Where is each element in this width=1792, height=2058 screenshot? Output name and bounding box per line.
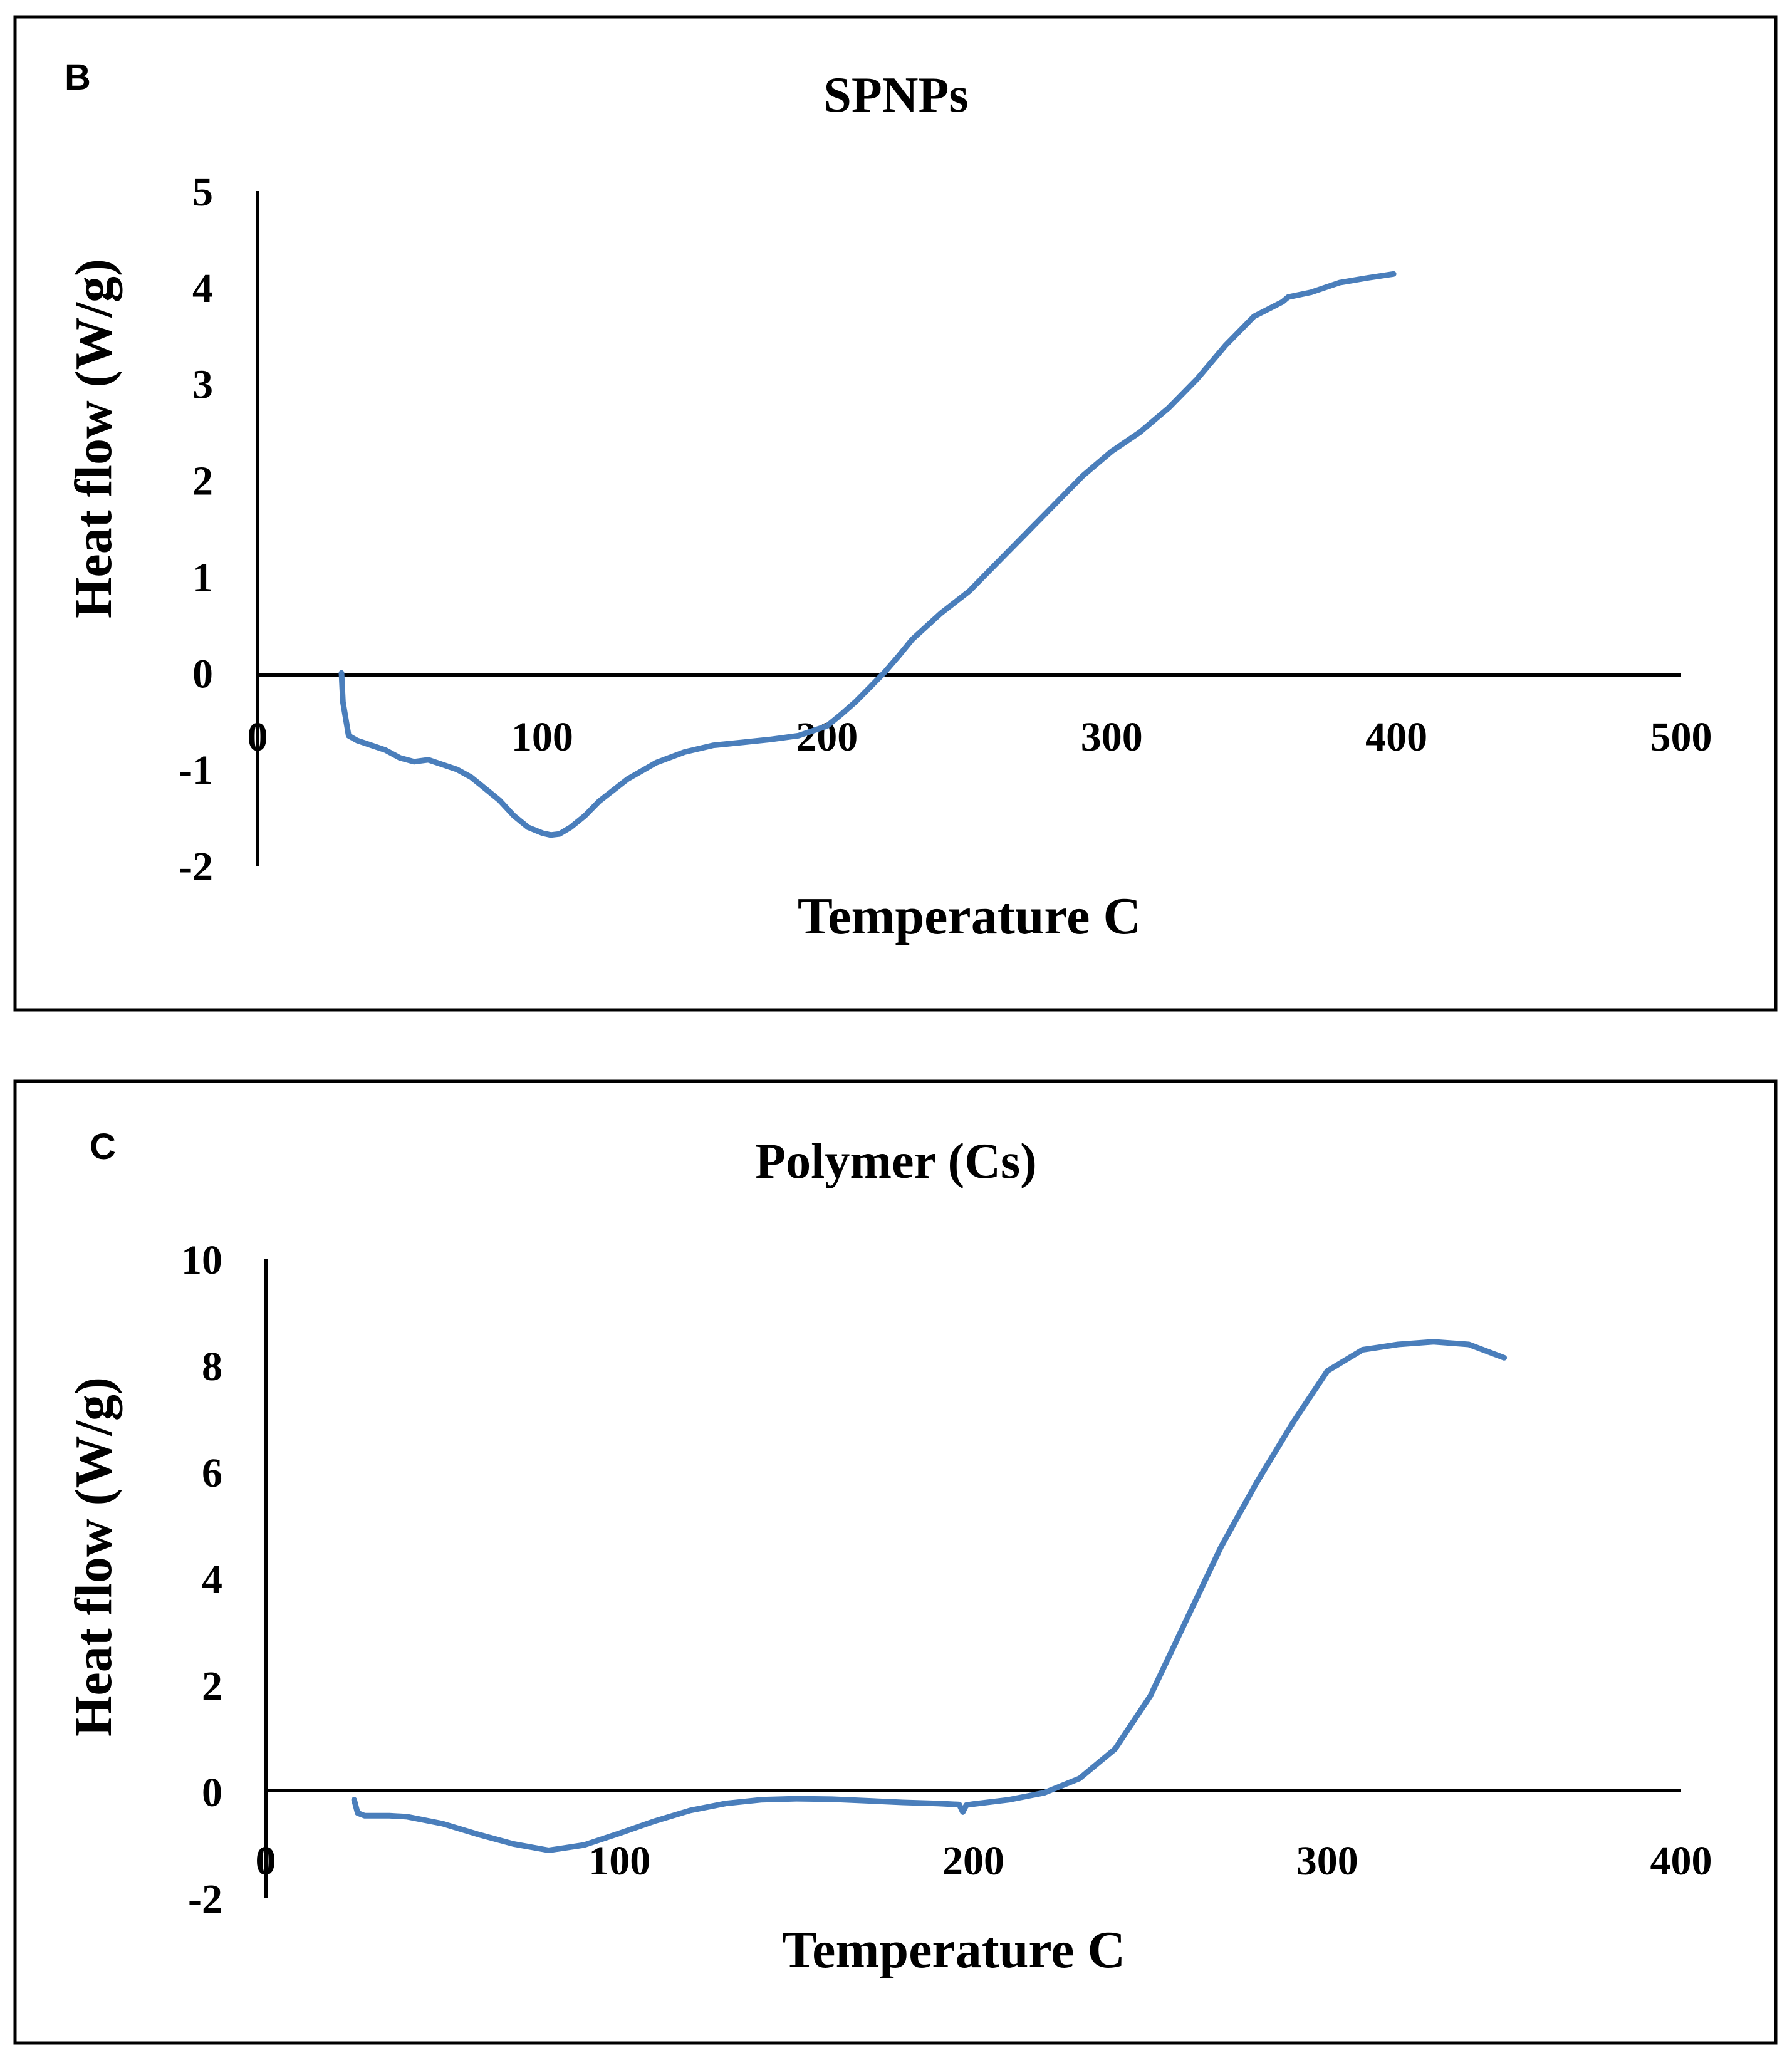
panel-c-y-tick-label: -2 xyxy=(188,1876,222,1922)
panel-c-y-axis-title: Heat flow (W/g) xyxy=(65,1377,123,1737)
panel-c-x-tick-label: 100 xyxy=(588,1838,650,1884)
panel-b-x-tick-label: 400 xyxy=(1365,714,1427,760)
panel-c-y-tick-label: 10 xyxy=(181,1237,222,1283)
panel-b-x-tick-label: 0 xyxy=(247,714,268,760)
panel-b-x-tick-label: 300 xyxy=(1081,714,1143,760)
panel-b-title: SPNPs xyxy=(823,68,968,123)
panel-b-y-axis-title: Heat flow (W/g) xyxy=(65,259,123,618)
panel-b-plot: 5 4 3 2 1 0 -1 -2 0 100 200 300 400 500 xyxy=(179,169,1712,890)
panel-c-x-axis-title: Temperature C xyxy=(782,1921,1125,1979)
panel-b-y-tick-label: 4 xyxy=(192,266,213,311)
panel-c-frame xyxy=(13,1079,1778,2045)
panel-b-series-line xyxy=(338,271,1397,838)
panel-b-y-tick-label: 3 xyxy=(192,362,213,408)
panel-b-frame xyxy=(13,15,1778,1012)
panel-c-plot: 10 8 6 4 2 0 -2 0 100 200 300 400 xyxy=(181,1237,1712,1922)
panel-b-letter: B xyxy=(65,57,91,98)
panel-c-y-tick-label: 0 xyxy=(202,1770,222,1816)
panel-c-title: Polymer (Cs) xyxy=(755,1134,1037,1189)
panel-c-series-line xyxy=(351,1339,1508,1853)
panel-b-x-tick-label: 500 xyxy=(1650,714,1712,760)
panel-c-y-tick-label: 8 xyxy=(202,1344,222,1390)
panel-c-letter: C xyxy=(90,1126,116,1167)
panel-b-x-tick-label: 200 xyxy=(796,714,858,760)
panel-c-x-tick-label: 0 xyxy=(256,1838,276,1884)
panel-b-y-tick-label: 1 xyxy=(192,554,213,600)
panel-c-x-tick-label: 400 xyxy=(1650,1838,1712,1884)
panel-c-y-tick-label: 2 xyxy=(202,1663,222,1709)
panel-c-x-tick-label: 200 xyxy=(942,1838,1004,1884)
panel-b-y-tick-labels: 5 4 3 2 1 0 -1 -2 xyxy=(179,169,213,890)
panel-c-y-tick-label: 4 xyxy=(202,1557,222,1603)
panel-c-y-tick-labels: 10 8 6 4 2 0 -2 xyxy=(181,1237,222,1922)
panel-b-x-tick-label: 100 xyxy=(511,714,573,760)
panel-c-y-tick-label: 6 xyxy=(202,1450,222,1496)
panel-b: B SPNPs 5 4 3 2 1 0 -1 -2 0 100 200 300 400 500 Temp… xyxy=(13,15,1778,1012)
panel-b-y-tick-label: 0 xyxy=(192,651,213,697)
panel-c-x-tick-labels: 0 100 200 300 400 xyxy=(256,1838,1712,1884)
panel-b-y-tick-label: -1 xyxy=(179,747,213,793)
panel-b-x-tick-labels: 0 100 200 300 400 500 xyxy=(247,714,1712,760)
panel-b-y-tick-label: 5 xyxy=(192,169,213,215)
panel-c: C Polymer (Cs) 10 8 6 4 2 0 -2 0 100 200 300 400 T… xyxy=(13,1079,1778,2045)
panel-b-y-tick-label: 2 xyxy=(192,459,213,504)
panel-c-x-tick-label: 300 xyxy=(1296,1838,1358,1884)
panel-b-x-axis-title: Temperature C xyxy=(798,887,1141,945)
panel-b-y-tick-label: -2 xyxy=(179,844,213,890)
